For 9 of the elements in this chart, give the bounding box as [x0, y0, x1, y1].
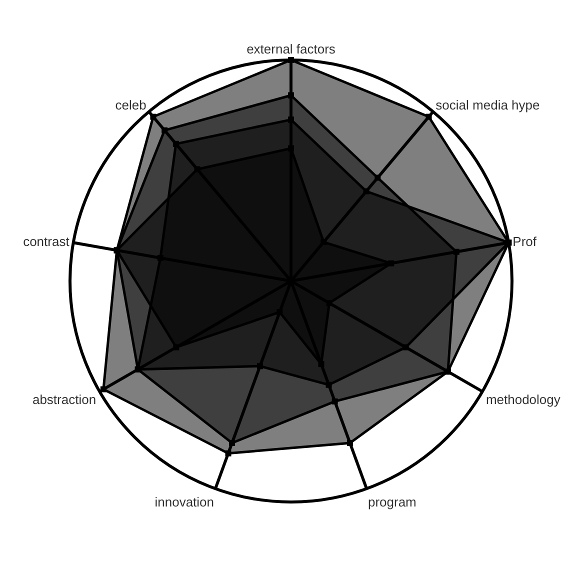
- spoke-label: innovation: [154, 494, 214, 510]
- spoke-label: program: [368, 494, 416, 510]
- spoke-label: external factors: [246, 41, 336, 56]
- spoke-label: social media hype: [436, 97, 540, 112]
- spoke-label: abstraction: [32, 392, 96, 407]
- spoke-label: contrast: [23, 234, 70, 249]
- spoke-label: methodology: [486, 392, 561, 407]
- spoke-label: Prof: [512, 234, 537, 249]
- spoke-label: celeb: [115, 97, 146, 112]
